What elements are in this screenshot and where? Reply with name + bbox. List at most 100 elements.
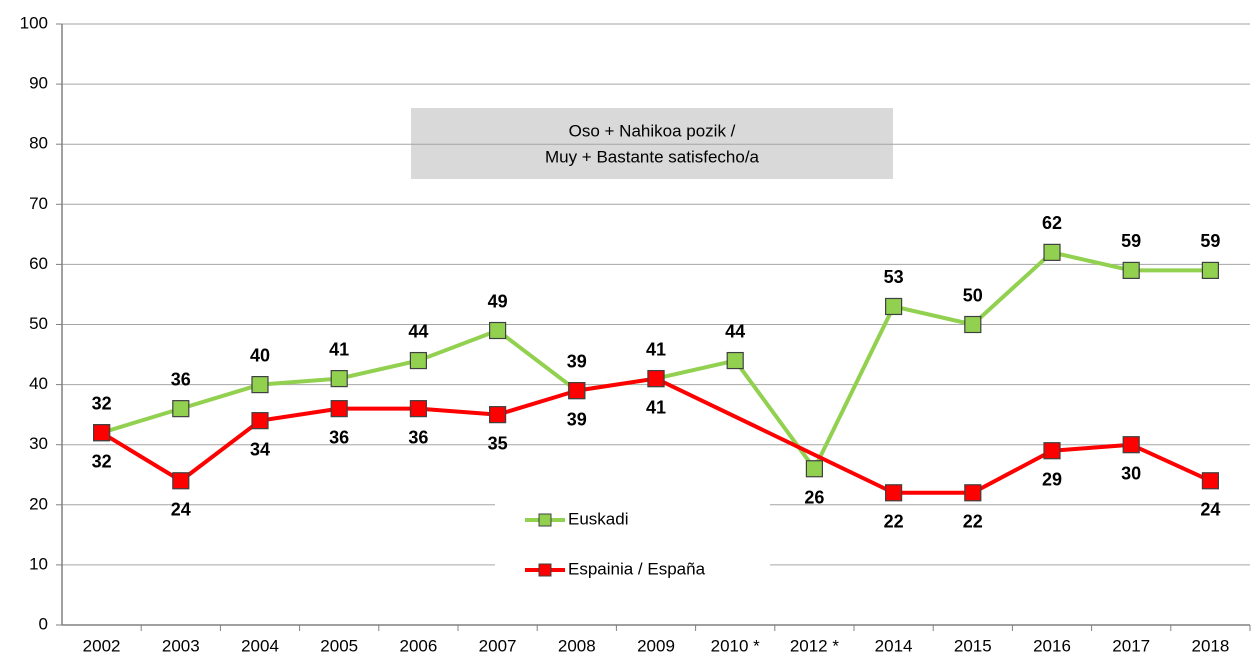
data-label: 35	[488, 433, 508, 453]
marker	[409, 400, 427, 418]
marker	[330, 369, 348, 388]
marker	[964, 315, 982, 334]
annotation-box	[411, 108, 893, 179]
series-line	[495, 388, 579, 417]
data-label: 44	[408, 321, 428, 341]
annotation: Oso + Nahikoa pozik /	[569, 121, 736, 140]
series-line	[258, 376, 342, 387]
data-label: 62	[1042, 213, 1062, 233]
marker	[172, 400, 190, 418]
y-tick-label: 60	[29, 254, 48, 273]
x-tick-label: 2009	[637, 636, 675, 655]
data-label: 36	[408, 427, 428, 447]
series-line	[891, 304, 975, 327]
marker	[92, 424, 111, 442]
legend-label: Espainia / España	[568, 559, 706, 578]
series-line	[812, 304, 896, 471]
data-label: 53	[884, 267, 904, 287]
x-tick-label: 2002	[83, 636, 121, 655]
marker	[1122, 436, 1140, 454]
marker	[884, 484, 903, 502]
marker	[964, 484, 982, 502]
data-label: 32	[92, 451, 112, 471]
x-tick-label: 2008	[558, 636, 596, 655]
marker	[1201, 261, 1220, 280]
data-label: 41	[646, 339, 666, 359]
series-line	[654, 358, 738, 381]
marker	[489, 321, 507, 340]
x-tick-label: 2014	[875, 636, 913, 655]
series-line	[654, 376, 896, 495]
marker	[647, 369, 665, 388]
data-label: 59	[1200, 231, 1220, 251]
x-tick-label: 2005	[320, 636, 358, 655]
data-label: 59	[1121, 231, 1141, 251]
data-label: 44	[725, 321, 745, 341]
data-label: 49	[488, 291, 508, 311]
data-label: 22	[963, 512, 983, 532]
y-tick-label: 100	[20, 13, 48, 32]
data-label: 36	[329, 427, 349, 447]
series-line	[99, 406, 183, 435]
data-label: 30	[1121, 463, 1141, 483]
marker	[805, 460, 824, 478]
series-line	[99, 430, 183, 483]
data-label: 39	[567, 351, 587, 371]
data-label: 50	[963, 285, 983, 305]
y-tick-label: 50	[29, 314, 48, 333]
y-tick-label: 20	[29, 494, 48, 513]
data-label: 36	[171, 369, 191, 389]
y-tick-label: 10	[29, 554, 48, 573]
marker	[1043, 442, 1061, 460]
marker	[1122, 261, 1140, 280]
marker	[251, 376, 269, 394]
series-line	[178, 382, 262, 411]
y-tick-label: 0	[39, 614, 48, 633]
y-tick-label: 70	[29, 194, 48, 213]
marker	[172, 472, 190, 490]
data-label: 41	[646, 397, 666, 417]
marker	[1043, 243, 1061, 261]
data-label: 22	[884, 512, 904, 532]
legend-marker	[538, 513, 552, 527]
data-label: 29	[1042, 469, 1062, 489]
marker	[409, 351, 427, 370]
x-tick-label: 2015	[954, 636, 992, 655]
series-line	[733, 358, 817, 471]
y-tick-label: 90	[29, 74, 48, 93]
x-tick-label: 2003	[162, 636, 200, 655]
x-tick-label: 2010 *	[711, 636, 761, 655]
y-tick-label: 80	[29, 134, 48, 153]
data-label: 34	[250, 439, 270, 459]
series-line	[416, 406, 500, 417]
x-tick-label: 2016	[1033, 636, 1071, 655]
data-label: 26	[804, 487, 824, 507]
marker	[1201, 472, 1220, 490]
series-line	[1129, 442, 1213, 483]
marker	[568, 382, 586, 400]
series-line	[258, 406, 342, 423]
data-label: 40	[250, 345, 270, 365]
data-label: 41	[329, 339, 349, 359]
marker	[884, 297, 903, 316]
data-label: 32	[92, 393, 112, 413]
series-line	[1050, 442, 1134, 453]
annotation: Muy + Bastante satisfecho/a	[545, 147, 760, 166]
marker	[251, 412, 269, 430]
series-line	[495, 328, 579, 393]
x-tick-label: 2007	[479, 636, 517, 655]
y-tick-label: 40	[29, 374, 48, 393]
series-line	[970, 448, 1054, 495]
x-tick-label: 2012 *	[790, 636, 840, 655]
legend-marker	[538, 563, 552, 577]
marker	[489, 406, 507, 424]
series-line	[970, 250, 1054, 327]
x-tick-label: 2006	[399, 636, 437, 655]
data-label: 24	[1200, 500, 1220, 520]
marker	[330, 400, 348, 418]
series-line	[574, 376, 658, 393]
data-label: 24	[171, 500, 191, 520]
series-line	[337, 358, 421, 381]
x-tick-label: 2018	[1191, 636, 1229, 655]
